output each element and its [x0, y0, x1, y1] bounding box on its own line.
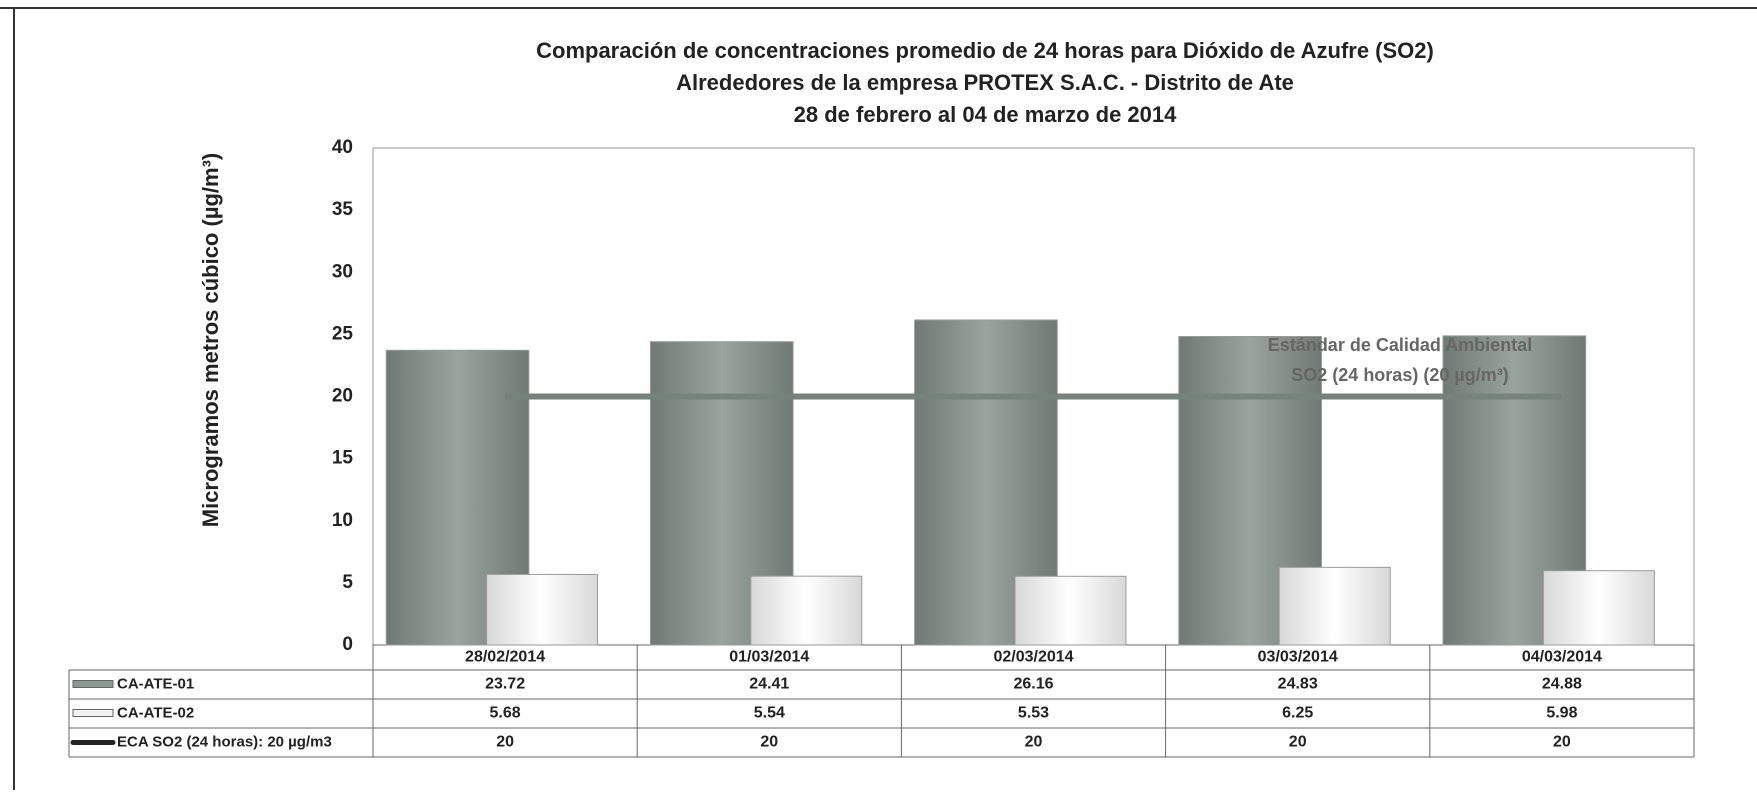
annotation: Estándar de Calidad Ambiental — [1268, 335, 1532, 355]
legend-swatch — [72, 709, 114, 717]
table-value: 20 — [760, 734, 778, 751]
table-value: 5.53 — [1018, 705, 1049, 722]
y-tick-label: 10 — [332, 510, 353, 531]
table-value: 24.83 — [1278, 676, 1318, 693]
y-tick-label: 35 — [332, 199, 354, 220]
bar — [1014, 575, 1127, 646]
legend-swatch — [72, 680, 114, 688]
table-value: 20 — [1025, 734, 1043, 751]
table-value: 24.41 — [749, 676, 789, 693]
x-tick-label: 02/03/2014 — [993, 649, 1073, 666]
table-value: 6.25 — [1282, 705, 1313, 722]
table-value: 5.98 — [1546, 705, 1577, 722]
y-tick-label: 25 — [332, 323, 354, 344]
chart-title: 28 de febrero al 04 de marzo de 2014 — [794, 102, 1178, 127]
table-value: 20 — [1553, 734, 1571, 751]
bar — [750, 575, 863, 646]
legend-label: CA-ATE-01 — [117, 675, 194, 692]
chart-title: Comparación de concentraciones promedio … — [536, 38, 1434, 63]
table-value: 5.54 — [754, 705, 785, 722]
legend-label: ECA SO2 (24 horas): 20 µg/m3 — [117, 733, 332, 750]
y-tick-label: 40 — [332, 137, 353, 158]
annotation: SO2 (24 horas) (20 µg/m³) — [1291, 365, 1508, 385]
bar — [486, 573, 599, 646]
table-value: 23.72 — [485, 676, 525, 693]
y-tick-label: 15 — [332, 448, 354, 469]
table-value: 20 — [496, 734, 514, 751]
y-tick-label: 0 — [342, 634, 353, 655]
table-value: 26.16 — [1013, 676, 1053, 693]
table-value: 24.88 — [1542, 676, 1582, 693]
x-tick-label: 04/03/2014 — [1522, 649, 1602, 666]
x-tick-label: 01/03/2014 — [729, 649, 809, 666]
x-tick-label: 28/02/2014 — [465, 649, 545, 666]
table-value: 5.68 — [490, 705, 521, 722]
bar — [1542, 570, 1655, 646]
chart-title: Alrededores de la empresa PROTEX S.A.C. … — [676, 70, 1294, 95]
legend-label: CA-ATE-02 — [117, 704, 194, 721]
x-tick-label: 03/03/2014 — [1258, 649, 1338, 666]
bar — [1278, 566, 1391, 646]
table-value: 20 — [1289, 734, 1307, 751]
y-axis-label: Microgramos metros cúbico (µg/m³) — [198, 153, 223, 528]
y-tick-label: 30 — [332, 261, 353, 282]
y-tick-label: 20 — [332, 386, 353, 407]
y-tick-label: 5 — [342, 572, 353, 593]
